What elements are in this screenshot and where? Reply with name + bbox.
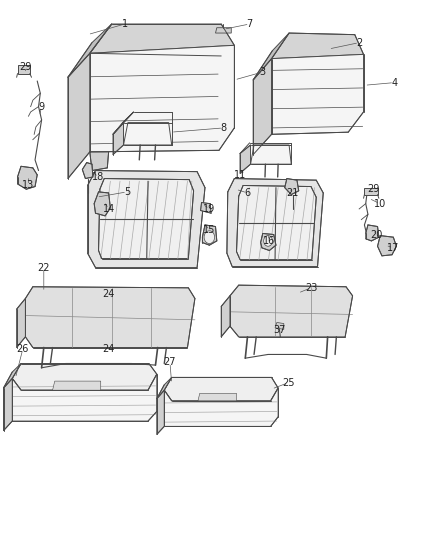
Polygon shape — [285, 179, 299, 195]
Polygon shape — [237, 185, 316, 260]
Polygon shape — [251, 145, 291, 164]
Text: 8: 8 — [220, 123, 226, 133]
Text: 25: 25 — [282, 378, 294, 387]
Text: 4: 4 — [391, 78, 397, 87]
Text: 11: 11 — [233, 170, 246, 180]
Text: 26: 26 — [17, 344, 29, 354]
Text: 19: 19 — [203, 204, 215, 214]
Polygon shape — [124, 123, 172, 145]
Text: 20: 20 — [371, 230, 383, 239]
Polygon shape — [82, 163, 93, 179]
Circle shape — [264, 236, 272, 246]
Polygon shape — [99, 179, 194, 259]
Polygon shape — [378, 236, 396, 256]
Polygon shape — [68, 24, 112, 77]
Polygon shape — [113, 123, 124, 155]
Text: 29: 29 — [367, 184, 379, 194]
Text: 15: 15 — [203, 225, 215, 235]
Polygon shape — [17, 298, 25, 348]
Polygon shape — [157, 377, 172, 399]
Polygon shape — [364, 188, 378, 195]
Polygon shape — [164, 377, 278, 401]
Text: 7: 7 — [247, 19, 253, 29]
Polygon shape — [68, 53, 90, 179]
Polygon shape — [53, 381, 101, 390]
Text: 17: 17 — [387, 243, 399, 253]
Text: 18: 18 — [92, 172, 105, 182]
Polygon shape — [4, 364, 21, 388]
Text: 27: 27 — [164, 358, 176, 367]
Polygon shape — [18, 65, 30, 74]
Text: 6: 6 — [244, 188, 251, 198]
Text: 9: 9 — [39, 102, 45, 111]
Text: 29: 29 — [19, 62, 32, 71]
Polygon shape — [164, 388, 278, 426]
Text: 16: 16 — [263, 236, 276, 246]
Polygon shape — [272, 54, 364, 134]
Polygon shape — [94, 192, 110, 216]
Text: 14: 14 — [102, 204, 115, 214]
Polygon shape — [227, 179, 323, 266]
Polygon shape — [90, 24, 234, 53]
Circle shape — [204, 231, 215, 244]
Polygon shape — [25, 287, 195, 348]
Polygon shape — [12, 374, 157, 421]
Text: 24: 24 — [102, 289, 115, 299]
Text: 10: 10 — [374, 199, 386, 208]
Polygon shape — [113, 112, 134, 134]
Polygon shape — [4, 378, 12, 431]
Polygon shape — [88, 171, 205, 268]
Polygon shape — [221, 296, 230, 337]
Polygon shape — [18, 166, 37, 189]
Text: 1: 1 — [122, 19, 128, 29]
Text: 37: 37 — [273, 326, 286, 335]
Polygon shape — [272, 33, 364, 59]
Polygon shape — [12, 364, 157, 390]
Text: 21: 21 — [286, 188, 299, 198]
Text: 3: 3 — [260, 67, 266, 77]
Text: 13: 13 — [22, 181, 35, 190]
Polygon shape — [90, 45, 234, 152]
Text: 23: 23 — [305, 283, 317, 293]
Text: 5: 5 — [124, 187, 130, 197]
Polygon shape — [198, 393, 237, 401]
Polygon shape — [275, 322, 284, 329]
Polygon shape — [253, 59, 272, 155]
Polygon shape — [240, 145, 251, 173]
Polygon shape — [202, 225, 217, 245]
Text: 22: 22 — [38, 263, 50, 272]
Polygon shape — [157, 390, 164, 434]
Polygon shape — [230, 285, 353, 337]
Text: 2: 2 — [356, 38, 362, 47]
Text: 24: 24 — [102, 344, 115, 354]
Polygon shape — [90, 152, 109, 171]
Polygon shape — [215, 28, 231, 33]
Polygon shape — [366, 225, 379, 241]
Polygon shape — [261, 233, 276, 251]
Polygon shape — [201, 203, 211, 213]
Polygon shape — [253, 33, 289, 80]
